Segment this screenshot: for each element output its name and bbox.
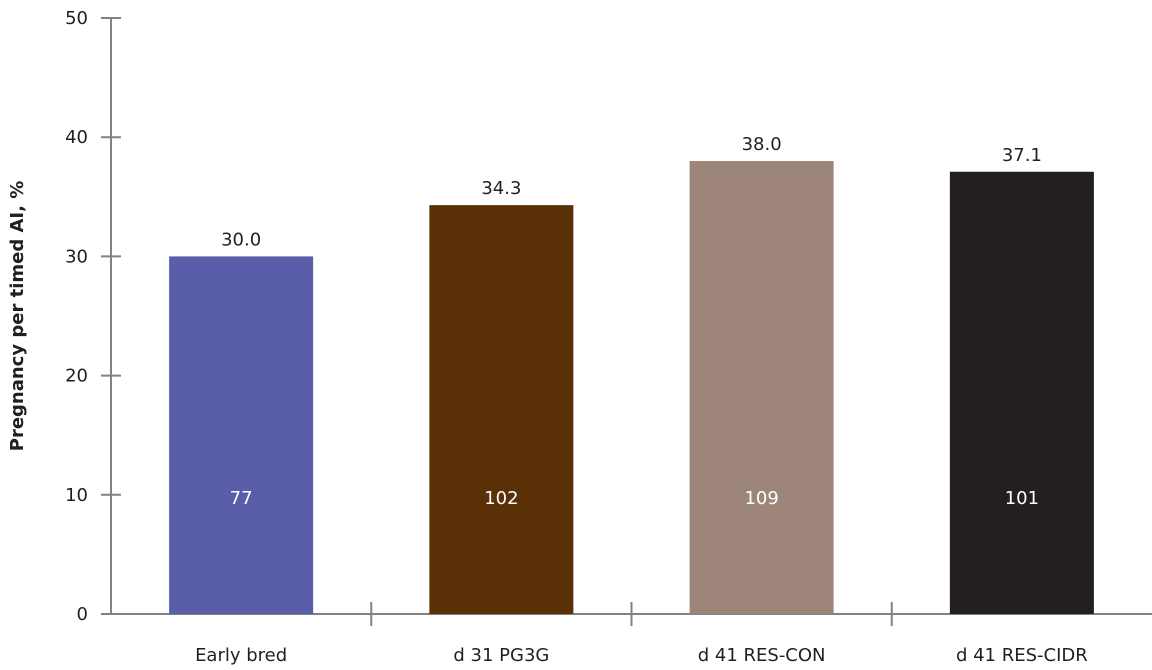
y-tick-label: 50 bbox=[65, 8, 88, 29]
bar-n-label: 109 bbox=[744, 488, 778, 509]
bar-value-label: 34.3 bbox=[481, 178, 521, 199]
bar bbox=[169, 256, 314, 614]
bar bbox=[689, 161, 834, 615]
bar-value-label: 38.0 bbox=[742, 134, 782, 155]
y-tick-label: 40 bbox=[65, 127, 88, 148]
x-category-label: d 31 PG3G bbox=[453, 645, 549, 666]
y-tick-label: 10 bbox=[65, 485, 88, 506]
x-category-label: Early bred bbox=[195, 645, 287, 666]
y-tick-label: 30 bbox=[65, 246, 88, 267]
bar bbox=[949, 171, 1094, 614]
y-axis-label: Pregnancy per timed AI, % bbox=[7, 181, 28, 452]
bar-n-label: 101 bbox=[1005, 488, 1039, 509]
x-category-label: d 41 RES-CIDR bbox=[956, 645, 1088, 666]
y-tick-label: 0 bbox=[77, 604, 88, 625]
y-tick-label: 20 bbox=[65, 366, 88, 387]
bar-value-label: 30.0 bbox=[221, 229, 261, 250]
x-category-label: d 41 RES-CON bbox=[698, 645, 826, 666]
plot-area: 0 10 20 30 40 50 30.0 77 Early bred 34.3 102 d 31 P… bbox=[65, 8, 1152, 666]
bar bbox=[429, 205, 574, 615]
bar-value-label: 37.1 bbox=[1002, 145, 1042, 166]
bar-n-label: 102 bbox=[484, 488, 518, 509]
bar-n-label: 77 bbox=[230, 488, 253, 509]
